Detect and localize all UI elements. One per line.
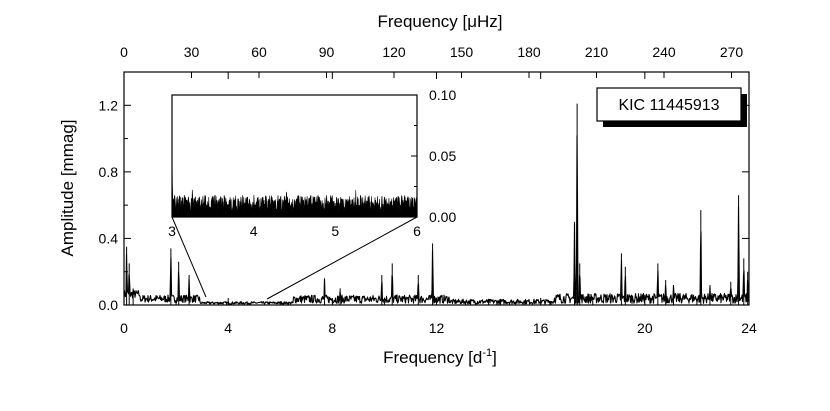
x-tick-label: 12 <box>429 320 445 336</box>
x-top-tick-label: 180 <box>517 44 541 60</box>
main-y-ticks: 0.0 0.4 0.8 1.2 <box>99 97 749 313</box>
legend: KIC 11445913 <box>596 87 747 127</box>
x-axis-title-sup: -1 <box>482 347 492 359</box>
x-tick-label: 24 <box>741 320 757 336</box>
inset-y-tick-label: 0.00 <box>429 209 456 225</box>
main-x-top-ticks: 0 30 60 90 120 150 180 210 240 270 <box>120 44 743 78</box>
y-tick-label: 0.8 <box>99 164 119 180</box>
x-top-tick-label: 120 <box>382 44 406 60</box>
inset-y-tick-label: 0.05 <box>429 148 456 164</box>
main-spectrum-line <box>123 135 750 305</box>
main-plot: 0 4 8 12 16 20 24 0 30 60 90 120 150 180 210 240 270 0.… <box>99 44 757 336</box>
x-top-tick-label: 240 <box>652 44 676 60</box>
legend-label: KIC 11445913 <box>618 97 719 114</box>
y-tick-label: 0.4 <box>99 230 119 246</box>
main-spectrum <box>123 103 750 305</box>
inset-x-tick-label: 3 <box>168 223 176 239</box>
x-tick-label: 4 <box>224 320 232 336</box>
x-top-tick-label: 90 <box>319 44 335 60</box>
x-top-tick-label: 210 <box>585 44 609 60</box>
y-tick-label: 0.0 <box>99 297 119 313</box>
x-top-tick-label: 60 <box>251 44 267 60</box>
main-x-ticks: 0 4 8 12 16 20 24 <box>120 72 757 336</box>
x-top-tick-label: 0 <box>120 44 128 60</box>
inset-y-ticks: 0.00 0.05 0.10 <box>411 87 456 225</box>
inset-x-tick-label: 5 <box>331 223 339 239</box>
inset-x-tick-label: 4 <box>250 223 258 239</box>
x-top-tick-label: 30 <box>184 44 200 60</box>
x-tick-label: 0 <box>120 320 128 336</box>
inset-plot: 3 4 5 6 0.00 0.05 0.10 <box>168 87 456 239</box>
inset-spectrum <box>171 143 418 218</box>
inset-y-tick-label: 0.10 <box>429 87 456 103</box>
inset-x-tick-label: 6 <box>413 223 421 239</box>
y-axis-title: Amplitude [mmag] <box>58 120 77 257</box>
zoom-connector-left <box>171 216 207 298</box>
x-axis-title-main: Frequency [d <box>383 348 482 367</box>
x-top-axis-title: Frequency [μHz] <box>377 12 502 31</box>
legend-box <box>596 87 742 122</box>
x-top-tick-label: 150 <box>450 44 474 60</box>
x-top-tick-label: 270 <box>720 44 744 60</box>
y-tick-label: 1.2 <box>99 97 119 113</box>
zoom-connector-right <box>266 216 418 300</box>
inset-spectrum-fill <box>171 143 418 218</box>
x-tick-label: 20 <box>637 320 653 336</box>
x-axis-title: Frequency [d-1] <box>383 347 497 367</box>
inset-x-ticks: 3 4 5 6 <box>168 211 421 239</box>
x-tick-label: 8 <box>328 320 336 336</box>
x-axis-title-close: ] <box>492 348 497 367</box>
x-tick-label: 16 <box>533 320 549 336</box>
